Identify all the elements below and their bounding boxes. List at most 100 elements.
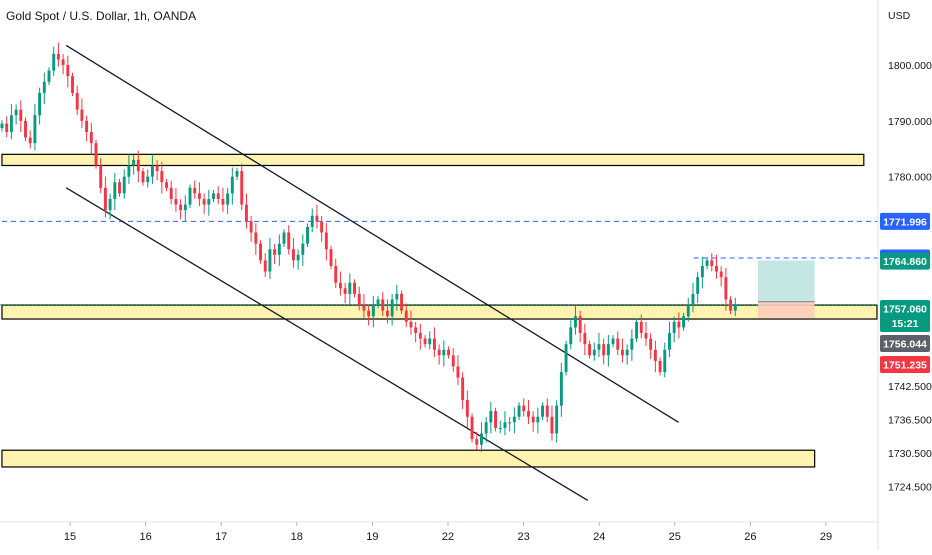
candle-body	[390, 299, 394, 317]
position-stop-area[interactable]	[757, 301, 815, 318]
candle-body	[343, 288, 347, 294]
x-tick-label: 24	[593, 531, 605, 543]
candle-body	[249, 221, 253, 233]
candle-body	[541, 405, 545, 417]
candle-body	[169, 187, 173, 199]
position-layer[interactable]	[757, 260, 815, 318]
candle-body	[668, 332, 671, 350]
y-tick-label: 1724.500	[888, 482, 932, 494]
candle-body	[653, 349, 657, 361]
candle-body	[385, 310, 389, 317]
candle-body	[85, 120, 89, 132]
candle-body	[150, 165, 154, 177]
candle-body	[479, 433, 483, 445]
candle-body	[663, 349, 667, 373]
candle-body	[597, 344, 601, 350]
candle-body	[174, 198, 178, 205]
candle-body	[212, 193, 215, 199]
candle-body	[287, 232, 291, 250]
candle-body	[193, 187, 197, 194]
candle-body	[700, 265, 704, 278]
candle-body	[658, 360, 662, 373]
candle-body	[729, 299, 733, 311]
candle-body	[306, 226, 309, 244]
y-tick-label: 1742.500	[888, 381, 932, 393]
candle-body	[94, 143, 98, 166]
x-tick-label: 16	[139, 531, 151, 543]
candle-body	[484, 422, 488, 434]
currency-label: USD	[888, 10, 911, 22]
candle-body	[296, 254, 300, 261]
candle-body	[611, 338, 615, 345]
candle-body	[719, 271, 723, 278]
candle-body	[197, 193, 201, 199]
candle-body	[376, 299, 380, 306]
candle-body	[362, 305, 366, 311]
candle-body	[545, 405, 549, 417]
candle-body	[475, 439, 479, 445]
candle-body	[625, 349, 629, 356]
candle-body	[531, 416, 535, 423]
candle-body	[334, 265, 338, 283]
candle-body	[682, 316, 686, 328]
candle-body	[508, 422, 512, 424]
y-tick-label: 1730.500	[888, 448, 932, 460]
chart-title: Gold Spot / U.S. Dollar, 1h, OANDA	[6, 9, 197, 23]
candle-body	[38, 92, 42, 116]
candle-body	[235, 171, 239, 177]
position-target-area[interactable]	[757, 260, 815, 302]
candle-body	[710, 260, 714, 266]
candle-body	[649, 338, 653, 350]
candle-body	[263, 260, 267, 272]
y-tick-label: 1790.000	[888, 116, 932, 128]
candle-body	[489, 411, 493, 423]
candle-body	[644, 332, 648, 339]
price-badge	[880, 252, 930, 270]
candle-body	[686, 305, 690, 317]
candle-body	[47, 70, 51, 82]
candle-body	[146, 176, 150, 183]
candle-body	[555, 405, 559, 434]
candle-body	[160, 171, 164, 183]
candle-body	[254, 232, 258, 244]
candle-body	[207, 198, 211, 205]
candle-body	[155, 165, 159, 172]
price-badge-label: 1756.044	[883, 339, 927, 351]
candle-body	[19, 109, 23, 121]
zones-layer	[1, 153, 878, 468]
candle-body	[498, 427, 502, 429]
candle-body	[230, 176, 234, 194]
candle-body	[75, 92, 79, 110]
candle-body	[465, 399, 469, 417]
candle-body	[527, 411, 530, 417]
candle-body	[301, 243, 305, 255]
candle-body	[451, 355, 455, 367]
candle-body	[108, 198, 112, 211]
price-badge	[880, 300, 930, 332]
candle-body	[273, 249, 277, 255]
candle-body	[447, 349, 451, 356]
candle-body	[461, 377, 465, 400]
candle-body	[428, 338, 432, 345]
candle-body	[432, 338, 436, 350]
x-tick-label: 18	[291, 531, 303, 543]
candle-body	[621, 349, 624, 356]
candle-body	[550, 416, 554, 434]
x-tick-label: 25	[669, 531, 681, 543]
candle-body	[588, 344, 592, 356]
candle-body	[437, 349, 441, 356]
lines-layer	[0, 44, 878, 502]
candle-body	[244, 204, 248, 222]
x-tick-label: 26	[744, 531, 756, 543]
candles-layer	[0, 42, 737, 452]
candle-body	[456, 366, 460, 378]
candle-body	[80, 109, 84, 121]
candle-body	[569, 327, 573, 345]
candle-body	[122, 176, 126, 194]
candle-body	[71, 76, 74, 93]
candle-body	[348, 282, 352, 294]
x-tick-label: 15	[64, 531, 76, 543]
candle-body	[418, 332, 422, 339]
